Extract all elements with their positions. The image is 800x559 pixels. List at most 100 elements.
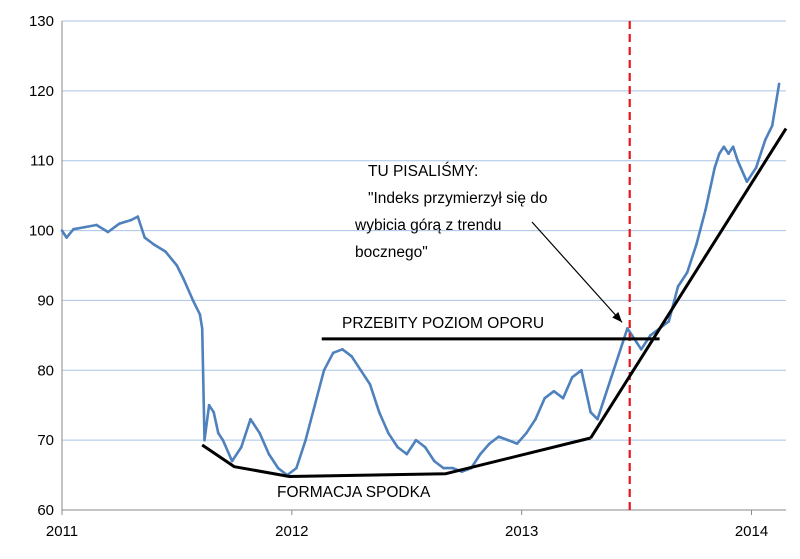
data-point — [95, 223, 98, 227]
x-tick-label-2011: 2011 — [46, 523, 78, 540]
data-point — [722, 145, 726, 149]
y-tick-label-90: 90 — [37, 292, 54, 309]
data-point — [667, 320, 671, 323]
data-point — [216, 431, 220, 435]
data-point — [359, 368, 363, 372]
data-point — [621, 341, 625, 344]
y-tick-label-60: 60 — [37, 502, 54, 519]
saucer-line — [201, 436, 591, 478]
data-point — [106, 230, 110, 234]
data-point — [249, 417, 252, 421]
data-point — [423, 445, 427, 449]
data-point — [695, 243, 698, 246]
data-point — [164, 250, 167, 253]
data-point — [118, 222, 121, 225]
x-tick-label-2012: 2012 — [275, 523, 308, 540]
data-point — [198, 313, 202, 316]
data-point — [451, 466, 455, 470]
data-point — [612, 368, 615, 372]
data-point — [331, 351, 335, 355]
data-point — [62, 232, 66, 236]
data-point — [203, 438, 206, 442]
data-point — [635, 341, 638, 344]
data-point — [630, 334, 634, 337]
data-point — [396, 445, 399, 449]
data-point — [685, 271, 689, 274]
data-point — [488, 442, 491, 445]
data-point — [322, 368, 326, 372]
data-point — [649, 334, 652, 337]
data-point — [736, 159, 740, 163]
y-tick-label-110: 110 — [30, 153, 54, 170]
data-point — [230, 459, 234, 463]
data-point — [191, 299, 195, 302]
data-point — [258, 431, 261, 435]
quote-line-3: wybicia górą z trendu — [354, 217, 501, 234]
data-point — [570, 375, 574, 379]
data-point — [626, 327, 629, 330]
data-point — [596, 417, 599, 421]
data-point — [414, 438, 418, 442]
grid — [62, 20, 786, 441]
saucer-label: FORMACJA SPODKA — [277, 484, 431, 501]
data-point — [83, 225, 87, 229]
data-point — [239, 445, 243, 449]
data-point — [580, 368, 583, 372]
data-point — [368, 382, 372, 386]
data-point — [152, 243, 156, 246]
data-point — [770, 124, 774, 128]
data-point — [295, 466, 298, 470]
data-point — [212, 410, 215, 414]
data-point — [479, 452, 482, 456]
data-point — [267, 452, 271, 456]
quote-line-1: TU PISALIŚMY: — [368, 162, 478, 180]
data-point — [350, 355, 353, 358]
data-point — [754, 166, 758, 169]
data-point — [377, 410, 381, 414]
y-tick-label-120: 120 — [29, 83, 54, 100]
data-point — [200, 327, 204, 330]
data-point — [433, 459, 436, 463]
annotations — [201, 21, 788, 510]
data-point — [405, 452, 409, 456]
data-point — [731, 145, 735, 149]
data-point — [584, 389, 588, 393]
data-point — [777, 82, 781, 86]
data-point — [387, 431, 390, 435]
annotation-arrow-head — [612, 312, 623, 323]
data-point — [72, 227, 75, 231]
data-point — [143, 236, 147, 239]
data-point — [175, 264, 179, 267]
data-point — [589, 410, 592, 414]
y-tick-label-70: 70 — [37, 432, 54, 449]
y-tick-label-80: 80 — [37, 362, 54, 379]
data-point — [603, 396, 606, 400]
data-point — [745, 180, 749, 183]
uptrend-line — [589, 127, 788, 439]
series-line-0 — [60, 83, 781, 477]
quote-line-2: "Indeks przymierzył się do — [368, 190, 548, 207]
data-point — [442, 466, 445, 470]
data-point — [276, 466, 280, 470]
data-point — [506, 438, 510, 442]
resistance-label: PRZEBITY POZIOM OPORU — [342, 315, 544, 332]
data-point — [136, 215, 140, 218]
y-tick-label-100: 100 — [29, 223, 54, 240]
data-point — [304, 438, 307, 442]
data-point — [207, 403, 211, 407]
annotation-arrow-shaft — [531, 221, 623, 323]
data-point — [65, 236, 68, 239]
data-point — [129, 218, 133, 222]
data-point — [704, 208, 707, 211]
x-tick-label-2014: 2014 — [735, 523, 768, 540]
data-point — [182, 278, 186, 281]
axes: 60 70 80 90 100 110 120 130 2011 2012 2013 2014 — [29, 13, 786, 540]
data-point — [515, 442, 519, 445]
x-tick-label-2013: 2013 — [505, 523, 538, 540]
data-point — [60, 229, 64, 232]
data-point — [718, 152, 721, 156]
data-point — [764, 138, 767, 142]
data-point — [341, 348, 344, 351]
data-point — [561, 396, 565, 400]
